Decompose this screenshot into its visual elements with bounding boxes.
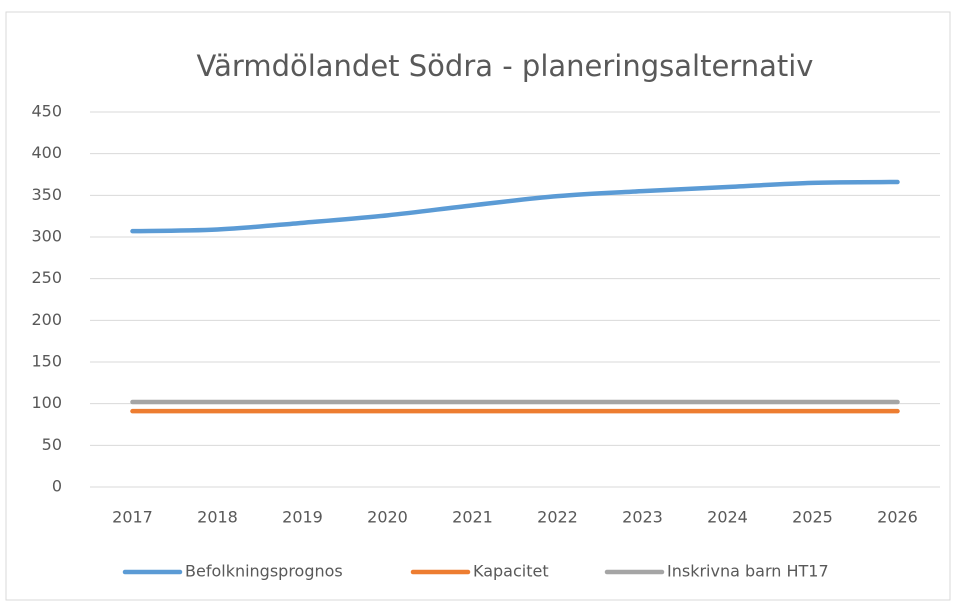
chart-border (5, 11, 951, 601)
x-tick-label: 2025 (792, 508, 833, 527)
legend-label: Inskrivna barn HT17 (667, 562, 829, 581)
x-tick-label: 2018 (197, 508, 238, 527)
y-tick-label: 0 (52, 477, 62, 496)
x-tick-label: 2024 (707, 508, 748, 527)
series-line (130, 179, 900, 234)
y-tick-label: 350 (31, 185, 62, 204)
y-tick-label: 250 (31, 268, 62, 287)
x-tick-label: 2022 (537, 508, 578, 527)
x-tick-label: 2017 (112, 508, 153, 527)
legend-label: Kapacitet (473, 562, 549, 581)
y-tick-label: 400 (31, 143, 62, 162)
x-tick-label: 2020 (367, 508, 408, 527)
y-tick-label: 150 (31, 352, 62, 371)
legend-label: Befolkningsprognos (185, 562, 343, 581)
y-tick-label: 200 (31, 310, 62, 329)
x-tick-label: 2021 (452, 508, 493, 527)
y-tick-label: 450 (31, 102, 62, 121)
y-tick-label: 300 (31, 227, 62, 246)
x-tick-label: 2023 (622, 508, 663, 527)
y-tick-label: 100 (31, 393, 62, 412)
y-tick-label: 50 (42, 435, 62, 454)
x-tick-label: 2026 (877, 508, 918, 527)
chart-title: Värmdölandet Södra - planeringsalternati… (197, 49, 814, 83)
x-tick-label: 2019 (282, 508, 323, 527)
